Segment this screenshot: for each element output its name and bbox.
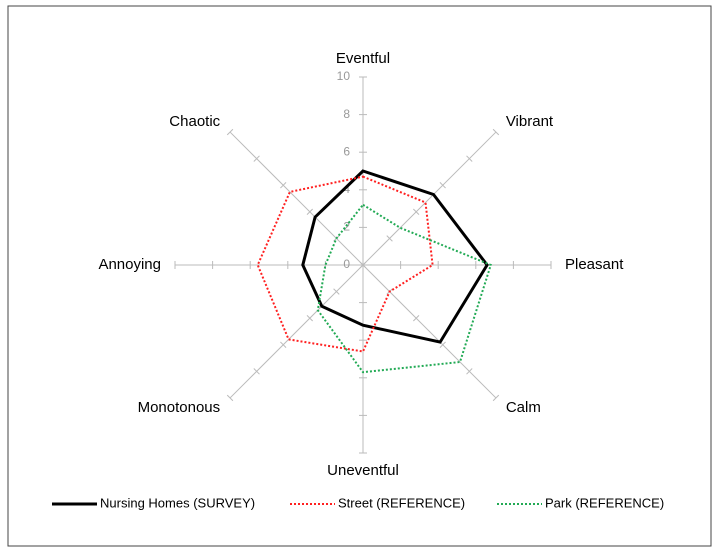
tick-mark (492, 128, 500, 136)
category-label: Eventful (336, 50, 390, 67)
category-label: Chaotic (169, 113, 220, 130)
category-label: Uneventful (327, 462, 399, 479)
radar-axis (362, 131, 497, 266)
tick-mark (280, 341, 287, 348)
r-tick-label: 10 (337, 69, 351, 83)
r-tick-label: 0 (343, 257, 350, 271)
tick-mark (412, 208, 420, 216)
tick-mark (466, 368, 473, 375)
radar-axis (229, 131, 364, 266)
tick-mark (280, 182, 287, 189)
radar-axis (362, 264, 497, 399)
category-label: Annoying (98, 256, 161, 273)
tick-mark (412, 314, 420, 322)
category-label: Pleasant (565, 256, 624, 273)
tick-mark (439, 341, 446, 348)
tick-mark (439, 182, 446, 189)
radar-axis (229, 264, 364, 399)
tick-mark (466, 155, 473, 162)
series-line (316, 203, 493, 374)
tick-mark (226, 394, 234, 402)
legend-label: Park (REFERENCE) (545, 495, 664, 510)
r-tick-label: 6 (343, 144, 350, 158)
tick-mark (306, 314, 314, 322)
category-label: Monotonous (138, 399, 221, 416)
tick-mark (386, 235, 393, 242)
tick-mark (253, 155, 260, 162)
series-line (301, 169, 489, 344)
tick-mark (359, 261, 367, 269)
category-label: Vibrant (506, 113, 554, 130)
r-tick-label: 8 (343, 107, 350, 121)
tick-mark (226, 128, 234, 136)
tick-mark (492, 394, 500, 402)
chart-frame (7, 5, 712, 547)
r-tick-label: 4 (343, 182, 350, 196)
tick-mark (253, 368, 260, 375)
tick-mark (333, 288, 340, 295)
category-label: Calm (506, 399, 541, 416)
series-line (256, 175, 434, 353)
legend-label: Nursing Homes (SURVEY) (100, 495, 255, 510)
tick-mark (306, 208, 314, 216)
legend-label: Street (REFERENCE) (338, 495, 465, 510)
